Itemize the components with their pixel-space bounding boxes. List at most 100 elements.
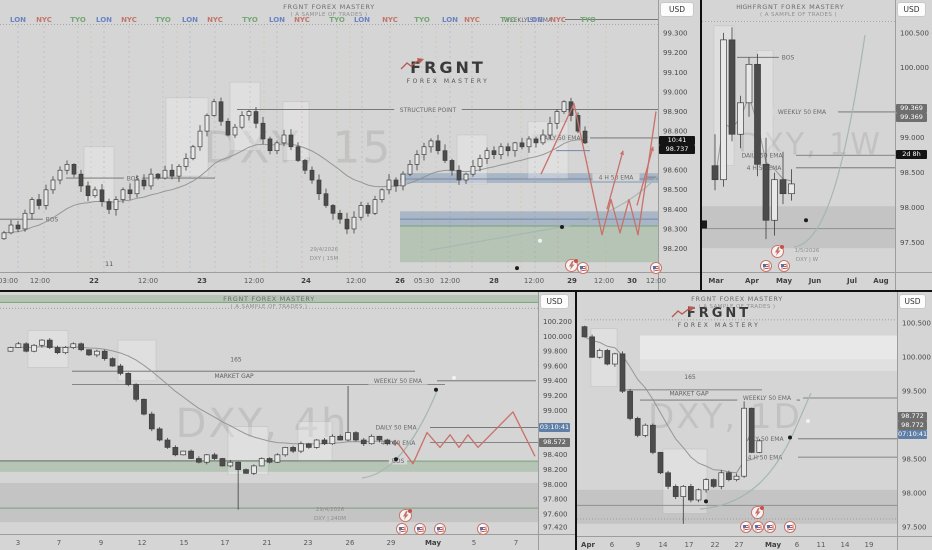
price-tick[interactable]: 99.300	[663, 30, 688, 38]
price-tick[interactable]: 97.420	[543, 524, 568, 532]
price-tick[interactable]: 99.100	[663, 69, 688, 77]
time-tick[interactable]: 12:00	[244, 277, 264, 285]
time-tick[interactable]: 03:00	[0, 277, 18, 285]
alert-lightning-icon[interactable]	[771, 245, 784, 258]
price-tick[interactable]: 98.400	[543, 451, 568, 459]
price-tick[interactable]: 100.500	[900, 29, 929, 37]
price-tick[interactable]: 98.500	[900, 169, 925, 177]
economic-event-flag-icon[interactable]	[740, 521, 752, 533]
chart-canvas[interactable]: WEEKLY 50 EMA STRUCTURE POINT DAILY 50 EMA…	[0, 0, 700, 290]
alert-lightning-icon[interactable]	[751, 506, 764, 519]
price-tick[interactable]: 98.600	[663, 167, 688, 175]
time-tick[interactable]: May	[425, 539, 441, 547]
alert-lightning-icon[interactable]	[399, 509, 412, 522]
economic-event-flag-icon[interactable]	[784, 521, 796, 533]
price-tick[interactable]: 98.000	[543, 481, 568, 489]
chart-panel-dxy-4h[interactable]: DXY, 4h WEEKLY 50 EMA DAILY 50 EMA 4 H 50 E…	[0, 292, 575, 550]
currency-button[interactable]: USD	[900, 295, 925, 308]
price-tick[interactable]: 100.500	[902, 320, 931, 328]
time-tick[interactable]: 9	[99, 539, 103, 547]
economic-event-flag-icon[interactable]	[396, 523, 408, 535]
price-tick[interactable]: 99.000	[663, 88, 688, 96]
time-tick[interactable]: 26	[346, 539, 355, 547]
time-tick[interactable]: 27	[735, 541, 744, 549]
time-tick[interactable]: 7	[57, 539, 61, 547]
time-tick[interactable]: 5	[472, 539, 476, 547]
chart-panel-dxy-1w[interactable]: DXY, 1W BOS WEEKLY 50 EMA DAILY 50 EMA 4 H 5…	[702, 0, 932, 290]
time-tick[interactable]: 6	[795, 541, 800, 549]
price-tick[interactable]: 98.500	[663, 186, 688, 194]
price-tick[interactable]: 99.000	[543, 407, 568, 415]
price-tick[interactable]: 98.200	[543, 466, 568, 474]
economic-event-flag-icon[interactable]	[752, 521, 764, 533]
price-tick[interactable]: 98.000	[900, 204, 925, 212]
currency-button[interactable]: USD	[541, 295, 568, 308]
economic-event-flag-icon[interactable]	[650, 262, 662, 274]
time-tick[interactable]: 12:00	[346, 277, 366, 285]
time-tick[interactable]: 12:00	[524, 277, 544, 285]
time-tick[interactable]: 12:00	[138, 277, 158, 285]
time-tick[interactable]: 14	[841, 541, 850, 549]
price-tick[interactable]: 99.000	[900, 134, 925, 142]
economic-event-flag-icon[interactable]	[414, 523, 426, 535]
price-tick[interactable]: 100.000	[900, 64, 929, 72]
price-tick[interactable]: 98.300	[663, 225, 688, 233]
economic-event-flag-icon[interactable]	[778, 260, 790, 272]
time-tick[interactable]: 3	[16, 539, 20, 547]
time-tick[interactable]: 17	[221, 539, 230, 547]
time-tick[interactable]: Mar	[708, 277, 724, 285]
economic-event-flag-icon[interactable]	[764, 521, 776, 533]
price-tick[interactable]: 97.800	[543, 496, 568, 504]
currency-button[interactable]: USD	[661, 3, 693, 16]
price-tick[interactable]: 98.900	[663, 108, 688, 116]
time-tick[interactable]: 19	[865, 541, 874, 549]
price-tick[interactable]: 99.600	[543, 362, 568, 370]
time-tick[interactable]: 24	[301, 277, 311, 285]
time-tick[interactable]: 29	[567, 277, 577, 285]
time-tick[interactable]: 29	[387, 539, 396, 547]
chart-canvas[interactable]: WEEKLY 50 EMA DAILY 50 EMA 4 H 50 EMA 165 MA…	[577, 292, 932, 550]
chart-panel-dxy-1d[interactable]: DXY, 1D WEEKLY 50 EMA DAILY 50 EMA 4 H 50 E…	[577, 292, 932, 550]
time-tick[interactable]: 17	[685, 541, 694, 549]
time-tick[interactable]: 12:00	[30, 277, 50, 285]
price-tick[interactable]: 99.400	[543, 377, 568, 385]
price-tick[interactable]: 97.500	[902, 524, 927, 532]
price-tick[interactable]: 99.500	[902, 388, 927, 396]
price-tick[interactable]: 98.200	[663, 245, 688, 253]
economic-event-flag-icon[interactable]	[577, 262, 589, 274]
time-tick[interactable]: 12:00	[440, 277, 460, 285]
economic-event-flag-icon[interactable]	[760, 260, 772, 272]
time-tick[interactable]: 22	[711, 541, 720, 549]
time-tick[interactable]: 12:00	[646, 277, 666, 285]
time-tick[interactable]: Apr	[745, 277, 759, 285]
economic-event-flag-icon[interactable]	[477, 523, 489, 535]
time-tick[interactable]: 7	[514, 539, 518, 547]
currency-button[interactable]: USD	[898, 3, 925, 16]
time-tick[interactable]: Aug	[873, 277, 888, 285]
time-tick[interactable]: 28	[489, 277, 499, 285]
time-tick[interactable]: 9	[636, 541, 640, 549]
time-tick[interactable]: Jul	[846, 277, 857, 285]
price-tick[interactable]: 98.500	[902, 456, 927, 464]
time-tick[interactable]: 11	[817, 541, 826, 549]
time-tick[interactable]: 23	[304, 539, 313, 547]
price-tick[interactable]: 97.600	[543, 510, 568, 518]
price-tick[interactable]: 99.800	[543, 348, 568, 356]
time-tick[interactable]: 12:00	[594, 277, 614, 285]
price-tick[interactable]: 98.400	[663, 206, 688, 214]
price-tick[interactable]: 98.000	[902, 490, 927, 498]
price-tick[interactable]: 99.200	[663, 49, 688, 57]
time-tick[interactable]: 05:30	[414, 277, 434, 285]
economic-event-flag-icon[interactable]	[434, 523, 446, 535]
price-tick[interactable]: 100.200	[543, 318, 572, 326]
time-tick[interactable]: 30	[627, 277, 637, 285]
price-tick[interactable]: 97.500	[900, 239, 925, 247]
time-tick[interactable]: 26	[395, 277, 405, 285]
price-tick[interactable]: 99.200	[543, 392, 568, 400]
time-tick[interactable]: 21	[263, 539, 272, 547]
time-tick[interactable]: 12	[138, 539, 147, 547]
time-tick[interactable]: 6	[610, 541, 615, 549]
time-tick[interactable]: 14	[659, 541, 668, 549]
